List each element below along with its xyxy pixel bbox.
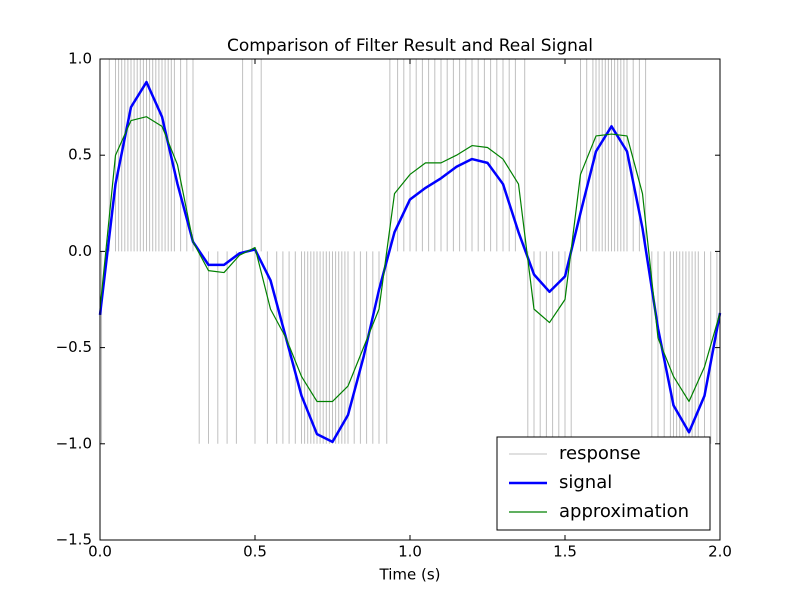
x-tick-label: 1.5 bbox=[553, 543, 577, 561]
x-tick-label: 1.0 bbox=[398, 543, 422, 561]
y-tick-label: 1.0 bbox=[68, 50, 92, 68]
x-tick-label: 2.0 bbox=[708, 543, 732, 561]
legend-label: response bbox=[559, 443, 641, 464]
y-tick-label: −0.5 bbox=[56, 338, 92, 356]
y-tick-label: 0.5 bbox=[68, 146, 92, 164]
series-line bbox=[99, 116, 721, 403]
legend-label: approximation bbox=[559, 501, 689, 522]
x-axis-label: Time (s) bbox=[379, 566, 441, 584]
legend-label: signal bbox=[559, 472, 612, 493]
y-tick-label: −1.5 bbox=[56, 531, 92, 549]
y-tick-label: −1.0 bbox=[56, 434, 92, 452]
chart-title: Comparison of Filter Result and Real Sig… bbox=[227, 36, 593, 56]
x-tick-label: 0.5 bbox=[243, 543, 267, 561]
y-tick-label: 0.0 bbox=[68, 242, 92, 260]
x-tick-label: 0.0 bbox=[88, 543, 112, 561]
